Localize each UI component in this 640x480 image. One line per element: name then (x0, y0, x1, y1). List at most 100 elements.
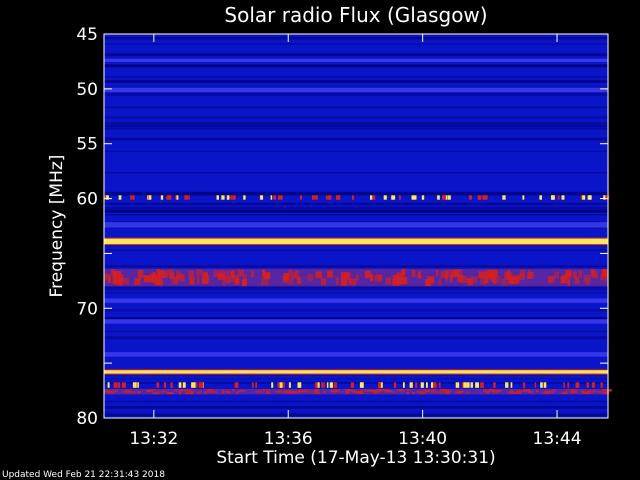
band-burst (573, 271, 577, 279)
band-burst (554, 271, 559, 279)
x-tick-label: 13:36 (264, 429, 313, 449)
band-spike (315, 382, 318, 388)
band-burst (594, 390, 597, 393)
texture-streak (104, 64, 608, 67)
band-burst (265, 391, 271, 394)
band-spike (600, 382, 603, 388)
chart-title: Solar radio Flux (Glasgow) (224, 3, 487, 27)
band-burst (467, 278, 473, 286)
band-burst (422, 389, 430, 392)
texture-streak (104, 381, 608, 384)
band-spike (463, 382, 466, 388)
band-spike (243, 195, 246, 200)
band-spike (281, 382, 285, 388)
band-burst (107, 390, 114, 394)
band-burst (607, 389, 612, 392)
band-spike (170, 382, 173, 388)
band-spike (338, 195, 341, 200)
band-spike (483, 195, 488, 200)
texture-streak (104, 137, 608, 141)
band-core (104, 298, 608, 303)
band-burst (117, 271, 121, 278)
band-spike (445, 195, 448, 200)
band-burst (450, 275, 453, 283)
band-spike (426, 382, 428, 388)
texture-streak (104, 286, 608, 288)
band-burst (478, 271, 482, 279)
band-burst (163, 270, 168, 278)
band-burst (225, 276, 231, 284)
band-burst (263, 272, 271, 280)
band-spike (478, 195, 482, 200)
band-spike (163, 382, 166, 388)
texture-streak (104, 150, 608, 152)
band-burst (134, 278, 141, 286)
band-burst (323, 390, 327, 393)
texture-streak (104, 210, 608, 213)
band-spike (321, 382, 325, 388)
band-burst (372, 391, 379, 394)
band-burst (176, 389, 182, 392)
band-burst (357, 392, 361, 395)
band-spike (391, 195, 396, 200)
band-burst (522, 389, 531, 392)
band-burst (209, 390, 217, 393)
band-burst (411, 392, 415, 395)
band-spike (399, 195, 401, 200)
band-burst (516, 390, 523, 393)
band-spike (333, 382, 337, 388)
band-spike (543, 382, 547, 388)
band-spike (493, 382, 496, 388)
band-spike (297, 382, 302, 388)
texture-streak (104, 65, 608, 67)
band-spike (379, 382, 383, 388)
band-burst (158, 271, 166, 278)
band-spike (335, 195, 339, 200)
band-burst (197, 276, 200, 284)
band-spike (156, 382, 160, 388)
band-burst (400, 269, 405, 277)
band-spike (279, 382, 283, 388)
band-spike (431, 382, 434, 388)
band-burst (149, 275, 157, 283)
texture-streak (104, 265, 608, 268)
band-burst (185, 392, 194, 395)
band-burst (261, 278, 269, 286)
band-burst (180, 389, 186, 392)
band-burst (107, 275, 112, 283)
band-burst (449, 390, 452, 393)
band-burst (198, 391, 202, 394)
frequency-band-63.9 (104, 237, 608, 246)
band-spike (255, 382, 257, 388)
band-spike (232, 195, 236, 200)
band-spike (327, 195, 332, 200)
band-burst (340, 278, 348, 286)
band-spike (325, 195, 328, 200)
band-core (104, 222, 608, 228)
band-burst (427, 276, 435, 284)
frequency-band-77.6 (104, 388, 612, 395)
band-spike (234, 382, 239, 388)
texture-streak (104, 202, 608, 205)
band-burst (104, 273, 111, 281)
band-burst (528, 390, 533, 394)
band-burst (206, 275, 210, 283)
band-spike (188, 195, 190, 200)
band-spike (107, 382, 110, 388)
band-burst (251, 270, 254, 278)
band-spike (198, 382, 203, 388)
band-burst (355, 274, 359, 282)
band-burst (283, 273, 290, 280)
band-core (104, 370, 608, 374)
band-burst (510, 390, 513, 393)
band-spike (317, 382, 320, 388)
band-spike (350, 382, 354, 388)
band-spike (447, 195, 451, 200)
band-burst (501, 278, 508, 286)
band-burst (484, 276, 489, 284)
band-burst (480, 271, 488, 279)
band-spike (230, 195, 233, 200)
band-spike (370, 195, 373, 200)
plot-area (104, 34, 612, 418)
